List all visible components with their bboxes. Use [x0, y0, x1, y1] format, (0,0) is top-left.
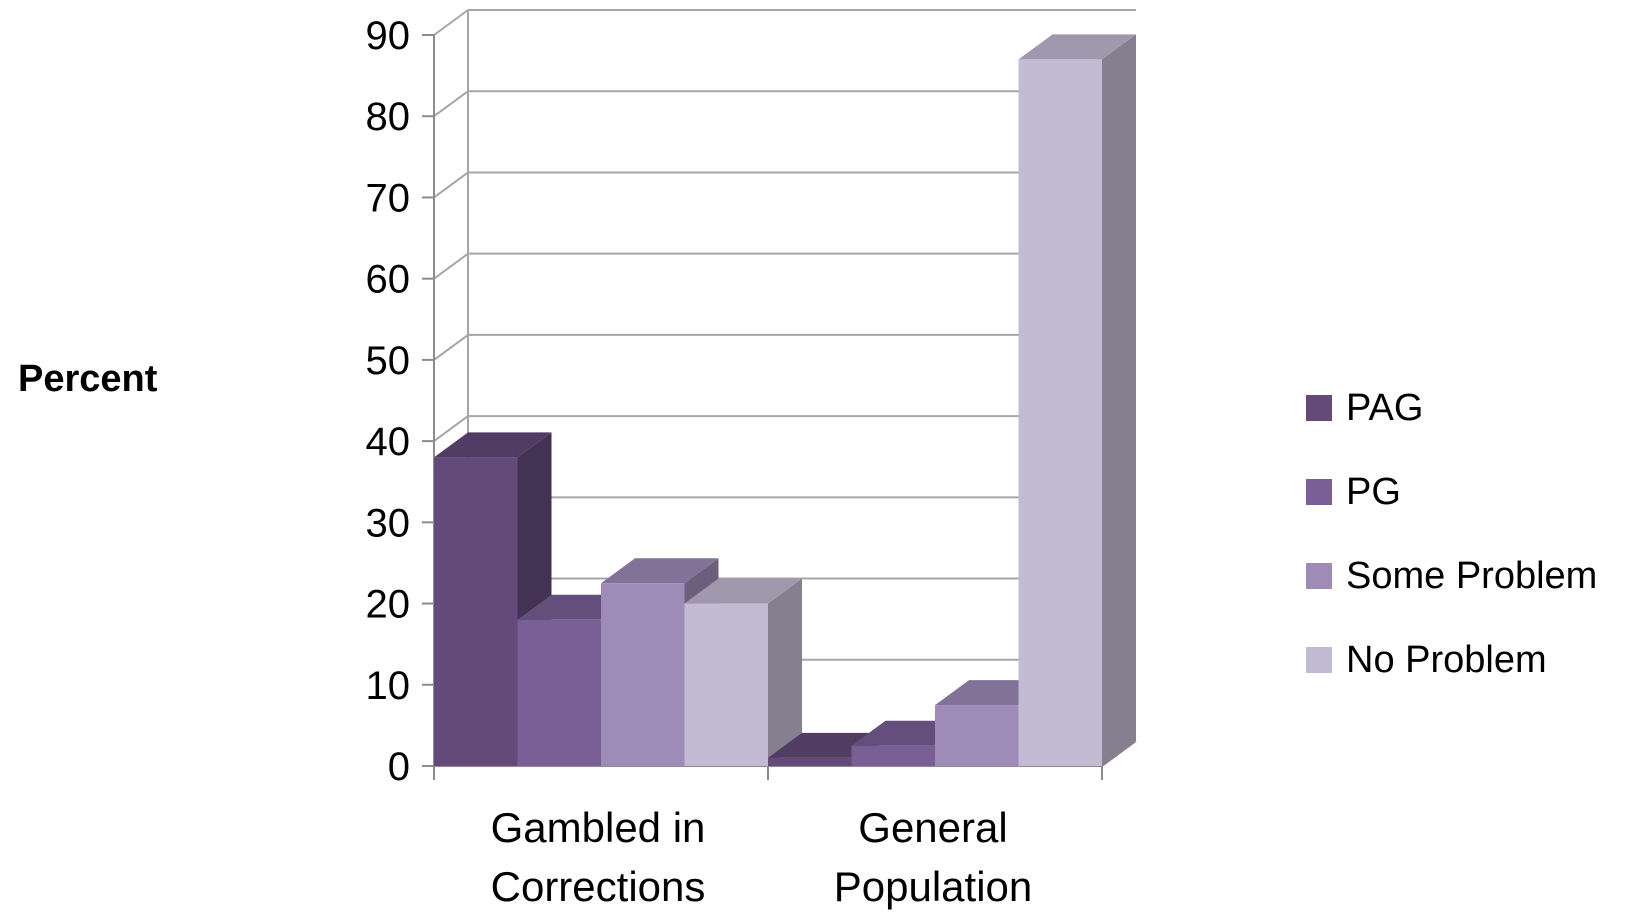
- legend-swatch-some-problem: [1306, 563, 1332, 589]
- legend-label-pag: PAG: [1346, 386, 1424, 429]
- legend-item-pag: PAG: [1306, 366, 1597, 450]
- legend-item-pg: PG: [1306, 450, 1597, 534]
- gridline-depth: [433, 9, 469, 36]
- bar-top: [434, 432, 552, 458]
- bar-no-problem-2: [1018, 34, 1136, 767]
- y-tick-label: 20: [366, 583, 411, 627]
- gridline-depth: [433, 90, 469, 118]
- legend-label-some-problem: Some Problem: [1346, 554, 1598, 597]
- bar-front: [851, 745, 935, 766]
- y-tick-label: 40: [366, 420, 411, 464]
- bar-no-problem-1: [684, 578, 802, 766]
- legend-item-no-problem: No Problem: [1306, 618, 1597, 702]
- y-tick-label: 30: [366, 501, 411, 545]
- legend-swatch-no-problem: [1306, 647, 1332, 673]
- legend-label-no-problem: No Problem: [1346, 638, 1547, 681]
- bar-side: [768, 578, 802, 766]
- legend-swatch-pg: [1306, 479, 1332, 505]
- bar-front: [517, 619, 601, 766]
- legend-item-some-problem: Some Problem: [1306, 534, 1597, 618]
- category-label-line: Gambled in: [490, 804, 706, 851]
- y-tick-label: 60: [366, 258, 411, 302]
- bar-front: [768, 757, 852, 766]
- y-tick-label: 10: [366, 664, 411, 708]
- bar-front: [684, 603, 768, 766]
- bars: [434, 34, 1136, 767]
- y-tick-label: 80: [366, 95, 411, 139]
- legend-swatch-pag: [1306, 395, 1332, 421]
- gridline-depth: [433, 415, 469, 442]
- bar-front: [1018, 59, 1102, 767]
- y-tick-label: 90: [366, 14, 411, 58]
- gridline-depth: [433, 334, 469, 361]
- legend-label-pg: PG: [1346, 470, 1401, 513]
- bar-front: [935, 705, 1019, 766]
- category-label-general-population: General Population: [768, 798, 1098, 916]
- y-tick-label: 50: [366, 339, 411, 383]
- gridline-depth: [433, 252, 469, 280]
- bar-side: [1102, 34, 1136, 767]
- y-tick-label: 0: [388, 745, 410, 789]
- legend: PAG PG Some Problem No Problem: [1306, 366, 1597, 702]
- bar-top: [1018, 34, 1136, 60]
- y-tick-label: 70: [366, 176, 411, 220]
- bar-top: [601, 558, 719, 584]
- bar-front: [434, 457, 518, 766]
- y-axis-label: Percent: [18, 358, 158, 400]
- category-label-line: General: [858, 804, 1008, 851]
- category-label-gambled-in-corrections: Gambled in Corrections: [433, 798, 763, 916]
- bar-front: [601, 583, 685, 766]
- gridline-depth: [433, 171, 469, 199]
- category-label-line: Population: [833, 863, 1033, 910]
- bar-top: [684, 578, 802, 604]
- y-tick-labels: 0 10 20 30 40 50 60 70 80 90: [366, 14, 411, 789]
- category-label-line: Corrections: [490, 863, 706, 910]
